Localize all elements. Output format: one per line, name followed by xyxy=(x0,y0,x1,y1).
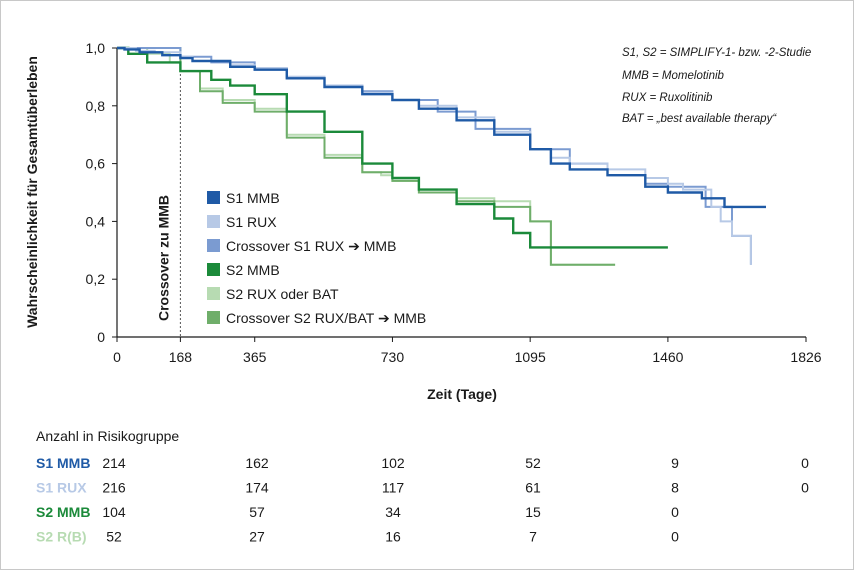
legend-swatch xyxy=(207,311,220,324)
x-tick-label: 1460 xyxy=(652,349,683,365)
legend-swatch xyxy=(207,263,220,276)
y-tick-label: 0,8 xyxy=(86,98,106,114)
series-line-6 xyxy=(117,47,616,266)
risk-cell: 117 xyxy=(382,480,405,496)
risk-cell: 104 xyxy=(102,504,126,520)
risk-cell: 52 xyxy=(525,455,541,471)
legend-label: S1 MMB xyxy=(226,190,280,206)
y-axis-title: Wahrscheinlichkeit für Gesamtüberleben xyxy=(24,56,40,328)
risk-cell: 9 xyxy=(671,455,679,471)
x-tick-label: 1826 xyxy=(790,349,821,365)
x-tick-label: 730 xyxy=(381,349,405,365)
x-tick-label: 365 xyxy=(243,349,267,365)
risk-table-title: Anzahl in Risikogruppe xyxy=(36,428,179,444)
y-tick-label: 1,0 xyxy=(86,40,106,56)
legend-label: S2 MMB xyxy=(226,262,280,278)
risk-cell: 214 xyxy=(102,455,126,471)
risk-cell: 61 xyxy=(525,480,541,496)
y-tick-label: 0,4 xyxy=(86,213,106,229)
legend-label: S2 RUX oder BAT xyxy=(226,286,339,302)
legend-label: Crossover S2 RUX/BAT ➔ MMB xyxy=(226,310,426,326)
note-1: S1, S2 = SIMPLIFY-1- bzw. -2-Studie xyxy=(622,47,811,59)
risk-cell: 174 xyxy=(245,480,269,496)
risk-row-label: S2 R(B) xyxy=(36,529,87,545)
note-2: MMB = Momelotinib xyxy=(622,70,725,82)
risk-cell: 57 xyxy=(249,504,265,520)
legend-swatch xyxy=(207,191,220,204)
risk-cell: 34 xyxy=(385,504,401,520)
crossover-reference: Crossover zu MMB xyxy=(155,50,181,337)
x-tick-label: 0 xyxy=(113,349,121,365)
risk-cell: 162 xyxy=(245,455,269,471)
risk-table: Anzahl in Risikogruppe S1 MMB 214 162 102 52 9… xyxy=(36,428,809,545)
risk-cell: 52 xyxy=(106,529,122,545)
legend-swatch xyxy=(207,239,220,252)
x-tick-label: 1095 xyxy=(515,349,546,365)
risk-row-label: S1 MMB xyxy=(36,455,90,471)
risk-cell: 0 xyxy=(801,455,809,471)
risk-cell: 27 xyxy=(249,529,265,545)
risk-row-label: S2 MMB xyxy=(36,504,90,520)
series-line-1 xyxy=(117,46,766,209)
annotation-notes: S1, S2 = SIMPLIFY-1- bzw. -2-Studie MMB … xyxy=(622,47,811,125)
x-axis-title: Zeit (Tage) xyxy=(427,386,497,402)
risk-cell: 8 xyxy=(671,480,679,496)
risk-cell: 0 xyxy=(671,529,679,545)
y-tick-label: 0,6 xyxy=(86,156,106,172)
legend-label: S1 RUX xyxy=(226,214,277,230)
axes: 0 168 365 730 1095 1460 1826 0 0,2 0,4 0,6 0,8 1,0 xyxy=(86,40,822,365)
legend-swatch xyxy=(207,215,220,228)
risk-cell: 102 xyxy=(381,455,405,471)
risk-cell: 216 xyxy=(102,480,126,496)
y-tick-label: 0 xyxy=(97,329,105,345)
risk-cell: 7 xyxy=(529,529,537,545)
legend-label: Crossover S1 RUX ➔ MMB xyxy=(226,238,396,254)
risk-cell: 16 xyxy=(385,529,401,545)
series-lines xyxy=(117,46,766,266)
risk-cell: 0 xyxy=(801,480,809,496)
risk-cell: 15 xyxy=(525,504,541,520)
legend: S1 MMB S1 RUX Crossover S1 RUX ➔ MMB S2 MMB… xyxy=(207,190,426,326)
crossover-label: Crossover zu MMB xyxy=(155,195,171,321)
note-4: BAT = „best available therapy“ xyxy=(622,113,777,125)
risk-row-label: S1 RUX xyxy=(36,480,87,496)
legend-swatch xyxy=(207,287,220,300)
y-tick-label: 0,2 xyxy=(86,271,106,287)
risk-cell: 0 xyxy=(671,504,679,520)
x-tick-label: 168 xyxy=(169,349,193,365)
series-line-4 xyxy=(117,46,668,249)
note-3: RUX = Ruxolitinib xyxy=(622,92,713,104)
